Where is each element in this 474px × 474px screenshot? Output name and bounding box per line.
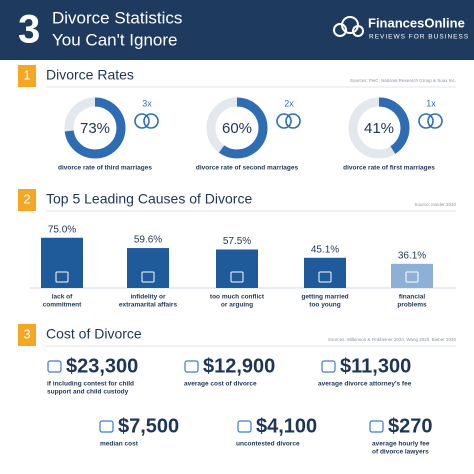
donut-arc xyxy=(64,97,126,159)
cost-value: $11,300 xyxy=(340,355,411,377)
multiplier: 2x xyxy=(284,98,294,108)
donut-label: 60% xyxy=(222,120,252,137)
ring-icon xyxy=(427,113,443,129)
header-title: Divorce Statistics xyxy=(52,8,182,27)
logo xyxy=(333,16,364,37)
cost-icon xyxy=(237,420,252,433)
bar-category: getting married xyxy=(301,294,348,301)
bar-category: too much conflict xyxy=(210,294,265,301)
cost-icon xyxy=(369,420,384,433)
section-number-box xyxy=(18,189,36,211)
cost-caption: if including contest for child xyxy=(47,381,134,388)
bar xyxy=(304,257,346,288)
bar-icon xyxy=(318,271,332,283)
rate-caption: divorce rate of second marriages xyxy=(196,165,299,172)
bar xyxy=(127,248,169,288)
bar-category: too young xyxy=(309,302,340,309)
bar-icon xyxy=(405,271,419,283)
section-source: Sources: PwC, National Research Group & … xyxy=(350,78,456,83)
ring-icon xyxy=(134,113,150,129)
bar-label: 59.6% xyxy=(134,235,162,246)
bar-icon xyxy=(230,271,244,283)
cost-value: $7,500 xyxy=(118,415,179,437)
multiplier: 1x xyxy=(426,98,436,108)
cost-icon xyxy=(47,360,62,373)
cost-value: $4,100 xyxy=(256,415,317,437)
donut-label: 73% xyxy=(80,120,110,137)
multiplier: 3x xyxy=(142,98,152,108)
bar xyxy=(41,237,83,288)
cost-caption: of divorce lawyers xyxy=(372,449,429,456)
brand: FinancesOnline xyxy=(368,15,465,30)
ring-icon xyxy=(418,113,434,129)
cost-caption: uncontested divorce xyxy=(236,441,300,448)
cost-caption: average hourly fee xyxy=(372,441,430,448)
cost-caption: support and child custody xyxy=(47,389,129,396)
rate-caption: divorce rate of first marriages xyxy=(343,165,435,172)
section-number-box xyxy=(18,65,36,87)
bar-category: or arguing xyxy=(221,302,253,309)
bar-category: commitment xyxy=(43,302,82,309)
bar-category: infidelity or xyxy=(130,294,166,301)
bar-icon xyxy=(141,271,155,283)
cost-icon xyxy=(99,420,114,433)
bar-icon xyxy=(55,271,69,283)
bar-category: financial xyxy=(399,294,426,301)
donut-label: 41% xyxy=(364,120,394,137)
section-source: Sources: Wilkinson & Finkbeiner 2020, Wa… xyxy=(328,337,457,342)
bar-label: 57.5% xyxy=(223,236,251,247)
ring-icon xyxy=(143,113,159,129)
cost-value: $23,300 xyxy=(66,355,138,377)
bar-category: problems xyxy=(397,302,427,309)
bar xyxy=(391,263,433,288)
section-title: Cost of Divorce xyxy=(46,326,142,342)
rate-caption: divorce rate of third marriages xyxy=(58,165,152,172)
cost-icon xyxy=(184,360,199,373)
cost-caption: average cost of divorce xyxy=(184,381,257,388)
donut-arc xyxy=(206,97,268,159)
bar-label: 36.1% xyxy=(398,250,426,261)
cost-value: $270 xyxy=(388,415,433,437)
section-title: Divorce Rates xyxy=(46,67,134,83)
section-source: Source: Insider 2020 xyxy=(414,202,456,207)
cost-caption: average divorce attorney's fee xyxy=(318,381,412,388)
section-number: 2 xyxy=(23,191,30,206)
section-number: 1 xyxy=(23,67,30,82)
section-number: 3 xyxy=(23,326,30,341)
bar-category: lack of xyxy=(52,294,73,301)
bar-label: 45.1% xyxy=(311,244,339,255)
cost-icon xyxy=(321,360,336,373)
header-number: 3 xyxy=(18,8,40,52)
header-band xyxy=(0,0,474,60)
ring-icon xyxy=(285,113,301,129)
cost-value: $12,900 xyxy=(203,355,275,377)
section-number-box xyxy=(18,324,36,346)
donut-arc xyxy=(348,97,410,159)
section-title: Top 5 Leading Causes of Divorce xyxy=(46,191,252,207)
cost-caption: median cost xyxy=(100,441,139,448)
header-title: You Can't Ignore xyxy=(52,30,178,49)
tagline: REVIEWS FOR BUSINESS xyxy=(369,34,469,41)
ring-icon xyxy=(276,113,292,129)
bar-category: extramarital affairs xyxy=(119,302,178,309)
bar-label: 75.0% xyxy=(48,224,76,235)
